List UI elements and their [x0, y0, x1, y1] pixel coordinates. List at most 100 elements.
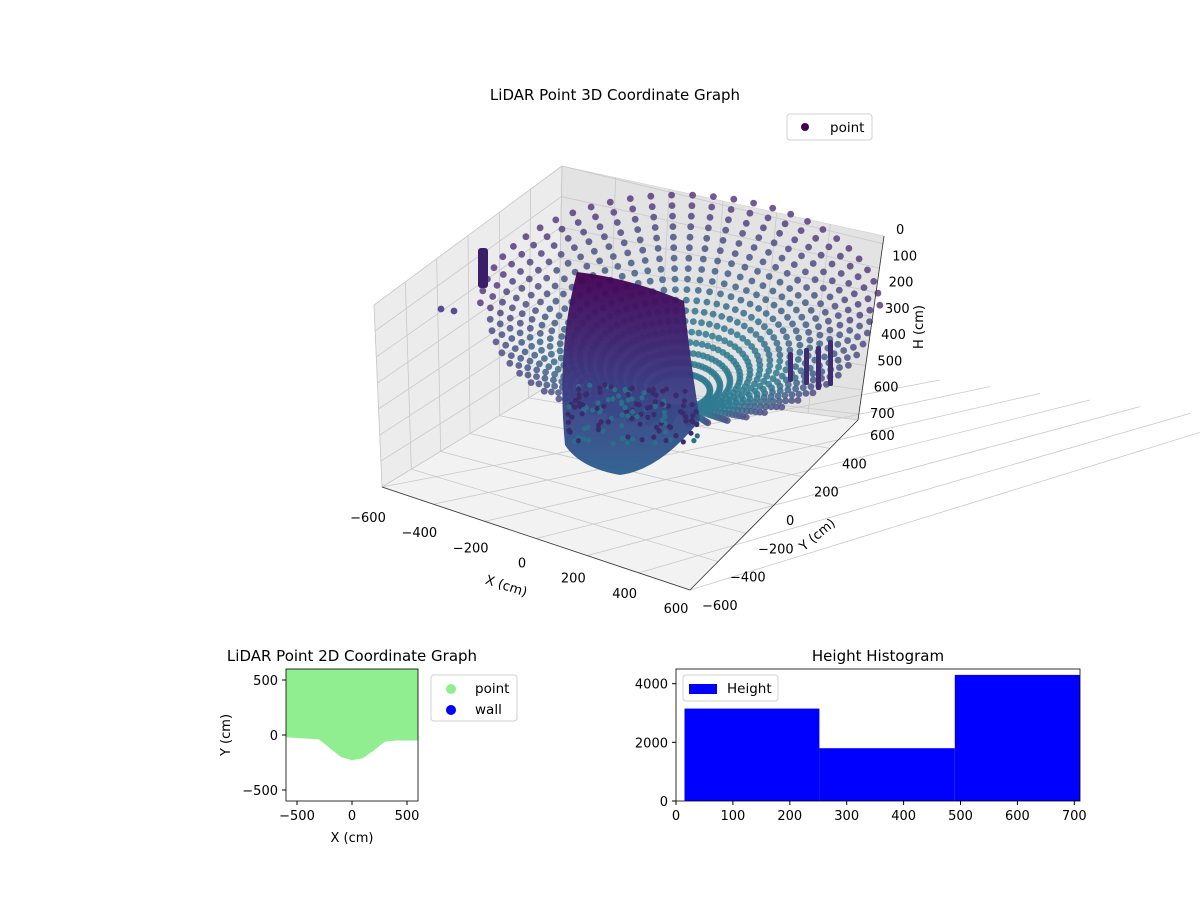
bowl-point [556, 340, 564, 348]
bowl-point [774, 392, 782, 400]
wall-speckle-point [597, 389, 603, 395]
bowl-point [746, 253, 753, 261]
bowl-point [698, 341, 706, 348]
legend-2d: point wall [430, 674, 518, 722]
bowl-point [571, 244, 578, 252]
bowl-point [741, 263, 749, 271]
bowl-point [651, 224, 659, 231]
wall-strip [478, 248, 488, 288]
z-tick-label: 700 [870, 407, 895, 422]
legend-marker-point [801, 123, 809, 131]
bowl-point [757, 335, 764, 343]
bowl-point [518, 284, 526, 292]
bowl-point [775, 321, 782, 328]
wall-speckle-point [569, 414, 575, 420]
wall-speckle-point [673, 393, 679, 399]
bowl-point [538, 346, 545, 354]
y-tick [802, 477, 808, 479]
bowl-point [517, 268, 524, 275]
wall-speckle-point [677, 408, 683, 415]
bowl-point [698, 319, 705, 327]
bowl-point [496, 320, 504, 328]
chart-3d-title: LiDAR Point 3D Coordinate Graph [490, 86, 740, 104]
bowl-point [792, 327, 800, 335]
wall-speckle-point [565, 419, 572, 425]
wall-speckle-point [598, 419, 604, 425]
wall-speckle-point [581, 426, 588, 432]
bowl-point [486, 315, 494, 323]
bowl-point [688, 202, 696, 210]
bowl-point [802, 390, 810, 397]
bowl-point [816, 340, 824, 347]
legend-marker-wall-2d [446, 705, 456, 715]
wall-speckle-point [659, 401, 665, 407]
bowl-point [762, 310, 770, 317]
bowl-point [497, 309, 504, 317]
bowl-point [511, 345, 519, 352]
legend-histogram: Height [682, 674, 779, 702]
bowl-point [775, 345, 783, 353]
bowl-point [689, 191, 696, 199]
bowl-point [793, 306, 800, 314]
y-axis-label: Y (cm) [796, 516, 839, 555]
bowl-point [654, 245, 662, 252]
bowl-point [732, 283, 739, 291]
bowl-point [670, 244, 678, 252]
y-tick-label: 600 [870, 429, 895, 444]
bowl-point [819, 226, 827, 233]
x-tick-label: 0 [518, 557, 526, 572]
bowl-point [596, 257, 603, 265]
bowl-point [560, 290, 567, 298]
bowl-point [726, 315, 734, 323]
bowl-point [636, 236, 644, 244]
x-tick-label-2d: 0 [348, 809, 356, 824]
x-tick [428, 504, 433, 508]
bowl-point [803, 284, 810, 291]
bowl-point [545, 363, 553, 370]
bowl-point [770, 334, 778, 341]
x-tick-label-hist: 700 [1062, 809, 1087, 824]
histogram-bar [684, 708, 820, 801]
bowl-point [553, 267, 561, 274]
bowl-point [772, 369, 780, 377]
histogram-bar [819, 748, 955, 801]
bowl-point [816, 331, 824, 339]
bowl-point [535, 380, 543, 388]
bowl-point [541, 355, 548, 362]
bowl-point [799, 384, 807, 391]
bowl-point [735, 240, 743, 247]
bowl-point [744, 339, 751, 346]
bowl-point [797, 227, 805, 235]
wall-strip [816, 346, 821, 390]
legend-marker-point-2d [446, 684, 456, 694]
bowl-point [533, 373, 540, 380]
bowl-point [550, 242, 558, 250]
wall-speckle-point [619, 412, 625, 418]
bowl-point [856, 322, 863, 330]
bowl-point [805, 328, 812, 336]
bowl-point [840, 347, 848, 354]
bowl-point [537, 250, 545, 257]
bowl-point [793, 379, 800, 387]
bowl-point [687, 212, 695, 220]
bowl-point [684, 265, 692, 272]
bowl-point [854, 273, 862, 281]
bowl-point [527, 379, 535, 386]
bowl-point [702, 330, 710, 338]
bowl-point [555, 312, 563, 320]
bowl-point [499, 253, 507, 261]
bowl-point [653, 234, 660, 242]
bowl-point [488, 327, 496, 335]
bowl-point [671, 275, 679, 283]
bowl-point [769, 315, 777, 323]
y-tick-label-2d: 0 [270, 729, 278, 744]
grid-line-z-left [381, 379, 559, 488]
bowl-point [739, 230, 746, 237]
bowl-point [526, 334, 534, 341]
bowl-point [870, 278, 878, 285]
legend-label-height: Height [727, 681, 772, 697]
bowl-point [551, 282, 559, 290]
wall-speckle-point [651, 434, 657, 440]
bowl-point [846, 327, 854, 334]
bowl-point [709, 332, 716, 340]
